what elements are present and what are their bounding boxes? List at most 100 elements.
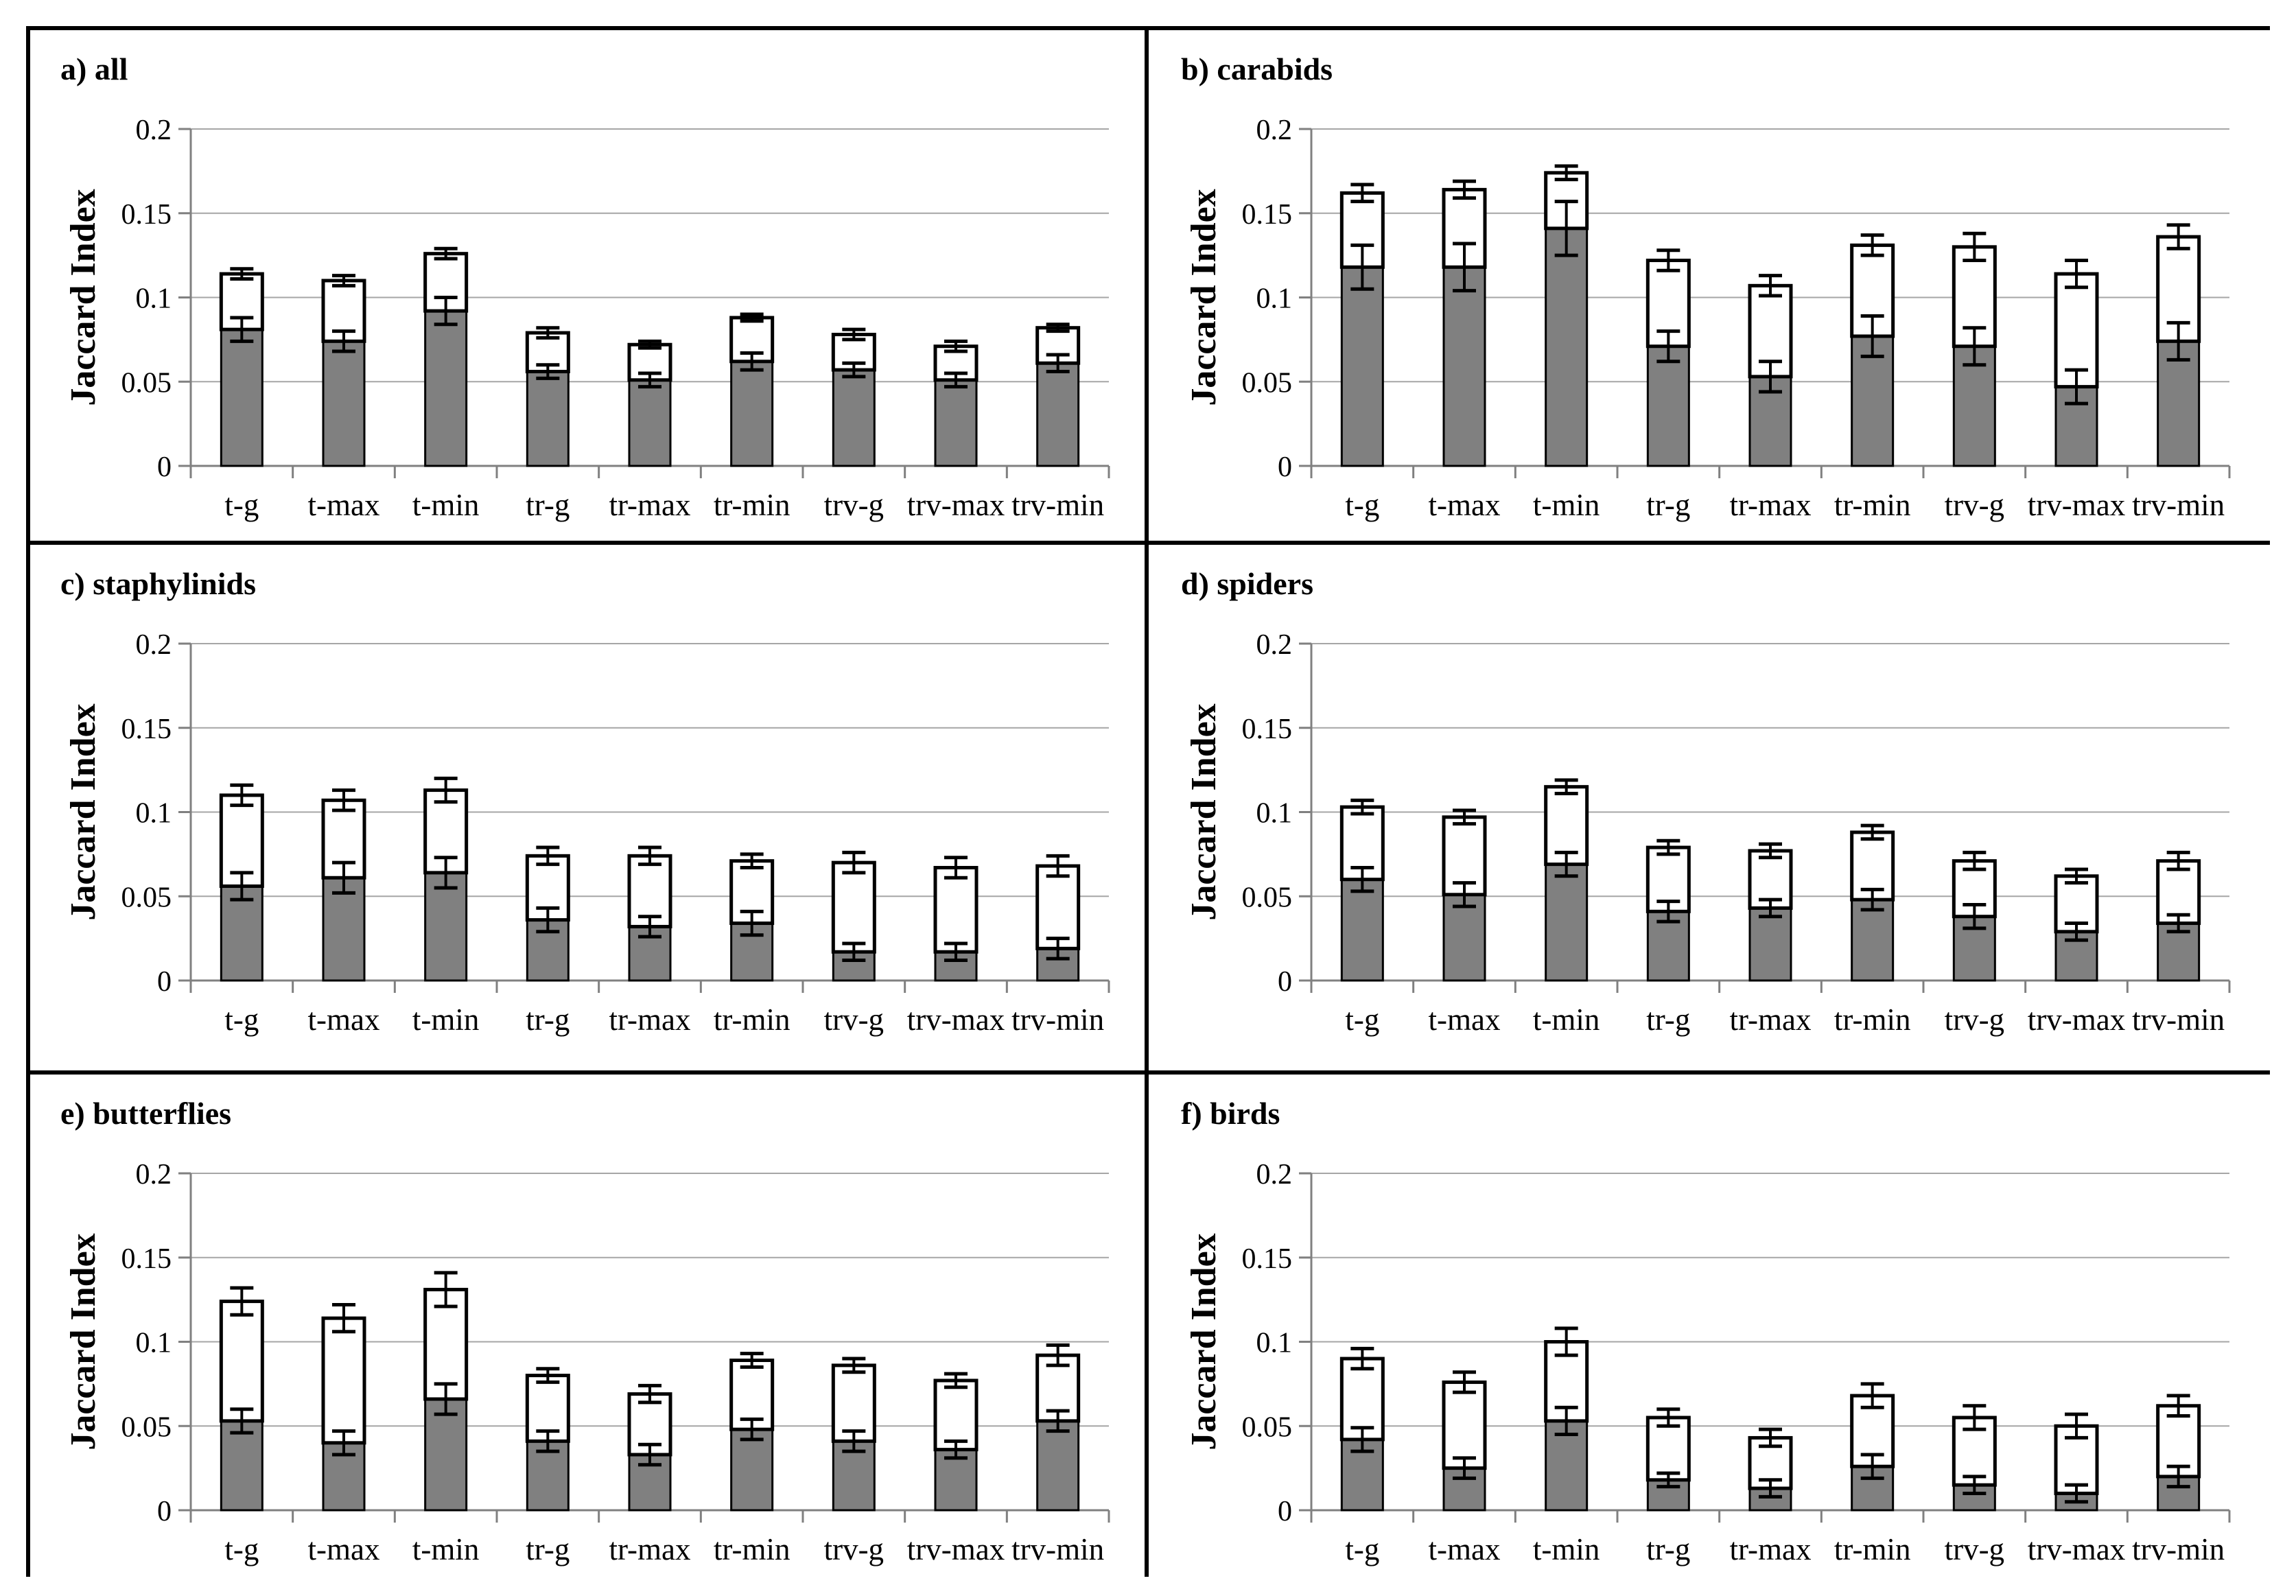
y-axis-label-f: Jaccard Index: [1184, 1233, 1223, 1450]
y-tick-label-b-0.05: 0.05: [1242, 367, 1293, 399]
y-tick-label-b-0.15: 0.15: [1242, 199, 1293, 231]
y-tick-label-d-0: 0: [1278, 966, 1292, 998]
y-tick-label-b-0.2: 0.2: [1256, 115, 1293, 146]
x-label-f-t-min: t-min: [1533, 1532, 1600, 1566]
bar-e-trv-max-white-segment: [933, 1378, 979, 1452]
error-bar-e-tr-min-total: [740, 1352, 764, 1369]
y-tick-label-e-0.05: 0.05: [121, 1411, 172, 1443]
x-label-f-t-max: t-max: [1429, 1532, 1501, 1566]
error-bar-c-t-max-total: [332, 788, 355, 812]
error-bar-c-tr-g-total: [536, 845, 560, 867]
x-label-c-tr-min: tr-min: [714, 1002, 790, 1037]
error-bar-b-t-g-total: [1350, 183, 1374, 204]
error-bar-f-trv-g-total: [1963, 1404, 1987, 1431]
error-bar-b-trv-min-gray: [2166, 320, 2190, 362]
error-bar-f-tr-g-gray: [1656, 1471, 1680, 1489]
x-label-e-t-g: t-g: [224, 1532, 259, 1566]
error-bar-c-t-max-gray: [332, 860, 355, 895]
error-bar-c-tr-max-gray: [638, 915, 661, 939]
y-tick-label-e-0.2: 0.2: [136, 1159, 172, 1190]
y-axis-label-b: Jaccard Index: [1184, 189, 1223, 406]
error-bar-e-tr-min-gray: [740, 1417, 764, 1442]
panel-b: 0 0.05 0.1 0.15 0.2 t-g t-max t-min tr-g tr-max tr…: [1181, 51, 2231, 522]
error-bar-d-tr-g-gray: [1656, 900, 1680, 924]
y-tick-label-d-0.05: 0.05: [1242, 882, 1293, 913]
error-bar-a-tr-g-gray: [536, 363, 560, 380]
x-label-e-tr-min: tr-min: [714, 1532, 790, 1566]
error-bar-c-trv-min-gray: [1046, 937, 1070, 961]
error-bar-d-tr-g-total: [1656, 838, 1680, 856]
x-label-a-t-min: t-min: [412, 488, 480, 522]
error-bar-c-trv-min-total: [1046, 854, 1070, 878]
error-bar-a-t-min-gray: [434, 296, 458, 327]
error-bar-b-tr-min-total: [1860, 233, 1884, 257]
x-label-f-trv-max: trv-max: [2028, 1532, 2125, 1566]
bar-e-tr-min-gray-segment: [730, 1428, 774, 1512]
x-label-c-trv-g: trv-g: [824, 1002, 884, 1037]
bar-a-tr-max-gray-segment: [628, 379, 672, 467]
x-label-d-t-max: t-max: [1429, 1002, 1501, 1037]
x-label-b-tr-g: tr-g: [1646, 488, 1690, 522]
bar-c-t-max-gray-segment: [322, 876, 366, 982]
x-label-f-tr-max: tr-max: [1729, 1532, 1811, 1566]
panel-title-c: c) staphylinids: [60, 566, 256, 601]
error-bar-b-t-min-gray: [1554, 200, 1578, 257]
y-tick-label-a-0.15: 0.15: [121, 199, 172, 231]
error-bar-e-t-min-gray: [434, 1382, 458, 1416]
x-label-e-trv-min: trv-min: [1011, 1532, 1104, 1566]
error-bar-f-trv-g-gray: [1963, 1475, 1987, 1495]
bar-c-t-min-gray-segment: [424, 871, 468, 982]
x-label-d-trv-max: trv-max: [2028, 1002, 2125, 1037]
x-label-a-tr-min: tr-min: [714, 488, 790, 522]
error-bar-d-tr-min-gray: [1860, 887, 1884, 912]
x-label-f-trv-min: trv-min: [2132, 1532, 2225, 1566]
error-bar-b-t-max-total: [1453, 179, 1476, 200]
error-bar-d-trv-g-gray: [1963, 903, 1987, 930]
error-bar-f-tr-g-total: [1656, 1407, 1680, 1428]
error-bar-f-trv-min-total: [2166, 1394, 2190, 1418]
bar-a-tr-g-gray-segment: [526, 371, 570, 467]
bar-e-trv-g-white-segment: [831, 1363, 876, 1443]
x-label-f-tr-g: tr-g: [1646, 1532, 1690, 1566]
error-bar-a-t-g-gray: [230, 316, 254, 343]
error-bar-f-t-g-gray: [1350, 1426, 1374, 1453]
x-label-e-tr-max: tr-max: [609, 1532, 690, 1566]
x-label-d-t-min: t-min: [1533, 1002, 1600, 1037]
y-tick-label-b-0.1: 0.1: [1256, 283, 1293, 315]
y-tick-label-a-0.1: 0.1: [136, 283, 172, 315]
y-tick-label-a-0.05: 0.05: [121, 367, 172, 399]
y-axis-label-d: Jaccard Index: [1184, 703, 1223, 920]
error-bar-a-t-max-total: [332, 274, 355, 287]
error-bar-a-trv-max-gray: [944, 371, 968, 389]
bar-e-trv-min-gray-segment: [1036, 1420, 1080, 1512]
bar-e-t-g-gray-segment: [220, 1420, 263, 1512]
panel-title-b: b) carabids: [1181, 51, 1333, 86]
y-tick-label-e-0.1: 0.1: [136, 1328, 172, 1359]
x-label-e-t-min: t-min: [412, 1532, 480, 1566]
y-tick-label-d-0.15: 0.15: [1242, 714, 1293, 745]
x-label-c-t-min: t-min: [412, 1002, 480, 1037]
panel-a: 0 0.05 0.1 0.15 0.2 t-g t-max t-min tr-g tr-max tr…: [60, 51, 1110, 522]
error-bar-f-tr-max-gray: [1759, 1478, 1782, 1499]
y-tick-label-e-0: 0: [157, 1496, 172, 1527]
x-label-b-t-min: t-min: [1533, 488, 1600, 522]
error-bar-a-trv-min-gray: [1046, 353, 1070, 374]
error-bar-f-trv-max-total: [2065, 1412, 2088, 1440]
error-bar-d-trv-min-total: [2166, 850, 2190, 871]
error-bar-e-tr-g-total: [536, 1367, 560, 1384]
error-bar-e-t-g-total: [230, 1286, 254, 1317]
error-bar-b-tr-g-total: [1656, 248, 1680, 272]
error-bar-c-trv-g-total: [842, 850, 866, 875]
bar-c-trv-min-white-segment: [1035, 864, 1081, 950]
bar-a-t-g-white-segment: [219, 272, 264, 331]
x-label-c-t-max: t-max: [308, 1002, 380, 1037]
x-label-c-trv-min: trv-min: [1011, 1002, 1104, 1037]
y-tick-label-d-0.1: 0.1: [1256, 798, 1293, 830]
bar-a-tr-min-gray-segment: [730, 360, 774, 467]
error-bar-b-trv-min-total: [2166, 223, 2190, 250]
panel-d: 0 0.05 0.1 0.15 0.2 t-g t-max t-min tr-g tr-max tr…: [1181, 566, 2231, 1037]
y-tick-label-c-0.15: 0.15: [121, 714, 172, 745]
x-label-a-trv-max: trv-max: [907, 488, 1005, 522]
error-bar-f-trv-min-gray: [2166, 1464, 2190, 1489]
